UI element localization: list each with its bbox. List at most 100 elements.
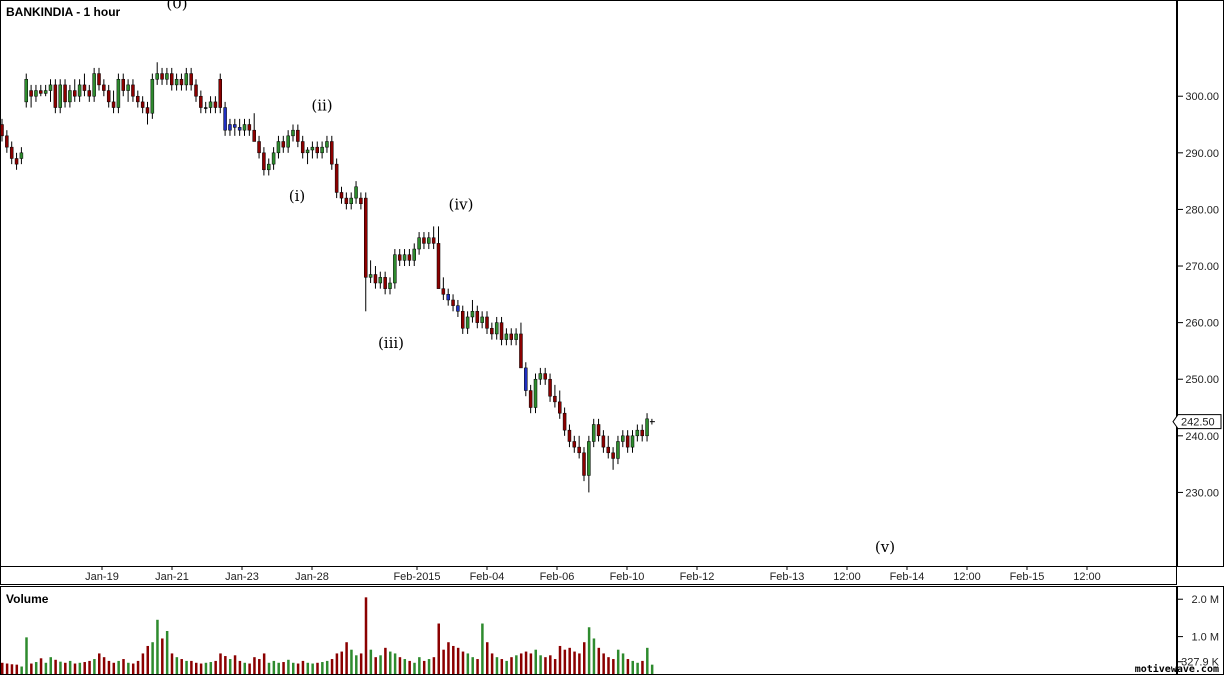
volume-bar: [296, 663, 300, 674]
candle: [223, 101, 227, 136]
volume-bar: [510, 657, 513, 674]
candle: [364, 192, 368, 312]
candle-body: [276, 141, 281, 154]
volume-bar: [447, 642, 450, 674]
candle: [262, 147, 266, 176]
volume-axis: [1177, 586, 1224, 675]
candle-body: [461, 311, 465, 329]
chart-title: BANKINDIA - 1 hour: [6, 5, 121, 19]
candle: [538, 367, 543, 385]
volume-bar: [64, 662, 67, 674]
volume-bar: [93, 659, 96, 674]
volume-bar: [10, 664, 14, 674]
candle: [9, 141, 14, 165]
candle-body: [640, 429, 644, 437]
candle-body: [393, 254, 397, 284]
candle-body: [359, 197, 363, 205]
candle-body: [417, 237, 421, 250]
volume-bar: [73, 663, 77, 674]
candle: [189, 67, 193, 91]
volume-bar: [524, 651, 528, 674]
wave-labels: (0) (i) (ii) (iii) (iv) (v): [166, 0, 895, 556]
candle-body: [179, 78, 184, 86]
volume-bar: [393, 653, 397, 674]
candle-body: [441, 288, 446, 295]
time-label: Feb-2015: [393, 571, 440, 583]
candle-body: [218, 78, 222, 108]
candle: [587, 435, 591, 493]
candle: [412, 243, 416, 267]
candle: [174, 73, 179, 91]
candle-body: [77, 84, 82, 97]
candle: [422, 232, 426, 250]
candle-body: [106, 90, 111, 103]
candle-body: [601, 435, 606, 448]
candle-body: [625, 435, 630, 448]
candle: [150, 73, 155, 119]
candle-body: [451, 299, 455, 306]
volume-bar: [277, 662, 280, 674]
candle: [635, 424, 640, 442]
candle-body: [368, 274, 373, 278]
volume-bar: [306, 662, 310, 674]
volume-bar: [607, 657, 610, 674]
candle: [393, 249, 397, 289]
volume-bar: [553, 659, 557, 674]
candle-body: [616, 441, 620, 459]
price-tick-label: 230.00: [1185, 487, 1219, 499]
volume-bar: [15, 664, 19, 674]
candle-body: [87, 90, 92, 97]
candle: [504, 328, 509, 346]
candle: [640, 424, 644, 442]
candle: [528, 384, 533, 414]
candle-body: [131, 84, 135, 97]
volume-bar: [563, 649, 567, 674]
candle-body: [111, 101, 116, 108]
volume-bar: [141, 653, 145, 674]
time-label: 12:00: [1073, 571, 1101, 583]
candle-body: [233, 124, 237, 128]
candle: [106, 84, 111, 108]
volume-bar: [529, 653, 533, 674]
candle-body: [5, 135, 9, 148]
candle: [247, 118, 252, 136]
volume-bar: [224, 656, 227, 674]
candle-body: [68, 90, 72, 103]
time-label: 12:00: [833, 571, 861, 583]
volume-bar: [621, 653, 625, 674]
candle-body: [203, 107, 208, 109]
candle: [339, 186, 344, 204]
candle: [14, 152, 19, 170]
candle: [572, 435, 577, 453]
candle: [509, 328, 513, 346]
time-label: Jan-21: [155, 571, 189, 583]
candle-body: [528, 390, 533, 408]
candle: [179, 73, 184, 91]
candle-body: [223, 107, 227, 131]
candle-body: [257, 141, 261, 154]
candle: [203, 101, 208, 114]
volume-bar: [476, 659, 479, 674]
candle: [456, 299, 460, 317]
volume-bar: [258, 659, 261, 674]
time-label: 12:00: [953, 571, 981, 583]
candle-body: [402, 254, 407, 261]
volume-bar: [461, 651, 465, 674]
volume-bar: [335, 653, 339, 674]
candle-body: [596, 424, 601, 437]
volume-bar: [127, 662, 130, 674]
candle-body: [136, 95, 140, 103]
candle: [213, 96, 218, 114]
volume-bar: [25, 637, 28, 674]
candle: [475, 305, 480, 329]
volume-bar: [248, 663, 251, 674]
candle: [267, 158, 271, 176]
candle-body: [480, 316, 484, 323]
volume-bar: [146, 645, 149, 674]
candle: [330, 135, 334, 170]
candle-body: [422, 237, 426, 244]
wave-label: (iii): [378, 334, 404, 352]
candle: [53, 79, 58, 114]
candle: [218, 73, 222, 114]
